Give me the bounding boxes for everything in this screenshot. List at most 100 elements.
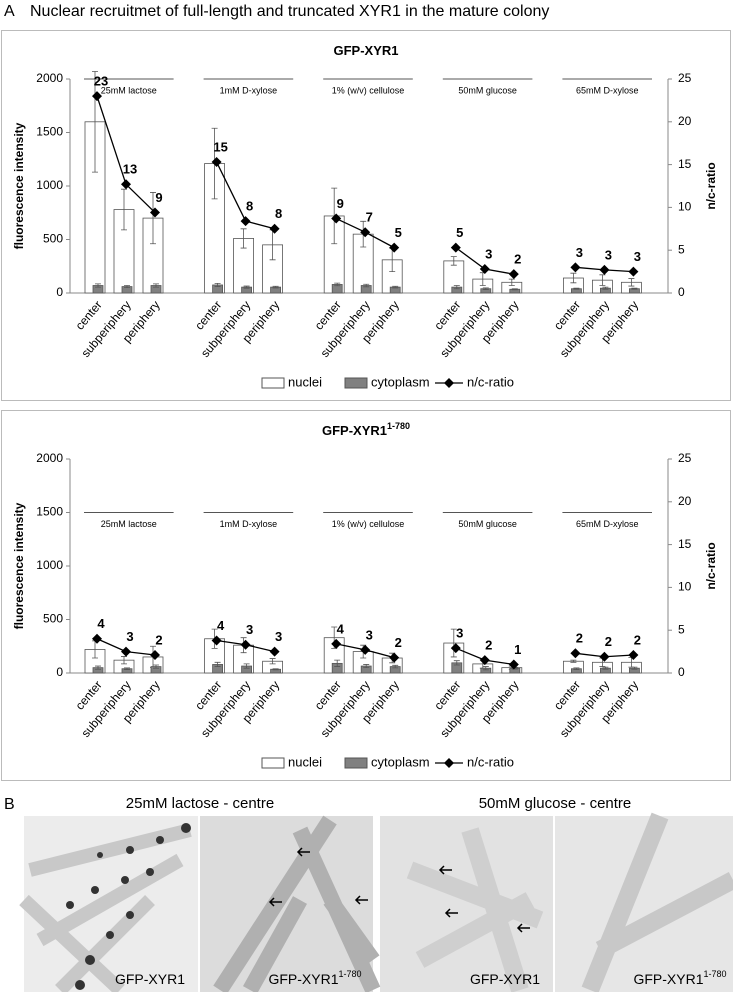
ratio-marker <box>92 91 102 102</box>
error-bar <box>570 659 577 663</box>
ratio-marker <box>479 264 490 275</box>
y-axis-label: fluorescence intensity <box>12 502 26 629</box>
hypha <box>581 812 733 992</box>
value-label: 2 <box>634 632 641 647</box>
value-label: 4 <box>337 621 345 636</box>
title-sup: 1-780 <box>387 421 410 431</box>
legend-label: n/c-ratio <box>467 754 514 769</box>
value-label: 3 <box>246 622 253 637</box>
value-label: 5 <box>456 225 463 240</box>
ratio-marker <box>360 644 371 655</box>
ratio-marker <box>331 213 342 224</box>
error-bar <box>240 228 247 249</box>
legend-label: cytoplasm <box>371 754 430 769</box>
y-tick-label: 2000 <box>36 71 63 85</box>
image-caption: GFP-XYR11-780 <box>633 969 726 986</box>
arrows <box>268 847 530 933</box>
error-bar <box>450 628 457 658</box>
legend-label: n/c-ratio <box>467 374 514 389</box>
ratio-marker <box>570 262 581 273</box>
error-bar <box>511 288 518 291</box>
error-bar <box>631 287 638 290</box>
value-label: 8 <box>275 206 282 221</box>
error-bar <box>269 658 276 665</box>
value-label: 3 <box>485 246 492 261</box>
value-label: 2 <box>485 638 492 653</box>
error-bar <box>392 664 399 669</box>
error-bar <box>602 666 609 670</box>
error-bar <box>602 286 609 290</box>
y2-tick-label: 25 <box>678 71 692 85</box>
y2-tick-label: 5 <box>678 622 685 636</box>
y2-tick-label: 15 <box>678 157 692 171</box>
error-bar <box>214 661 221 667</box>
value-label: 3 <box>275 629 282 644</box>
group-label: 1mM D-xylose <box>220 85 278 95</box>
ratio-marker <box>389 242 400 253</box>
value-label: 13 <box>123 162 137 177</box>
value-label: 1 <box>514 642 521 657</box>
y-tick-label: 1000 <box>36 178 63 192</box>
error-bar <box>95 283 101 288</box>
error-bar <box>363 283 370 288</box>
ratio-marker <box>331 638 342 649</box>
legend-swatch <box>261 377 285 389</box>
error-bar <box>243 663 250 669</box>
panel-label: A <box>4 3 15 20</box>
error-bar <box>631 666 638 670</box>
error-bar <box>153 664 159 669</box>
image-heading: 25mM lactose - centre <box>126 795 274 812</box>
ratio-marker <box>450 242 461 253</box>
value-label: 2 <box>155 632 162 647</box>
value-label: 3 <box>366 627 373 642</box>
y-tick-label: 500 <box>43 612 63 626</box>
error-bar <box>243 285 250 289</box>
legend-swatch <box>261 757 285 769</box>
title-text: GFP-XYR1 <box>322 423 387 438</box>
hypha <box>406 827 544 992</box>
y2-tick-label: 0 <box>678 285 685 299</box>
error-bar <box>573 667 580 670</box>
ratio-marker <box>508 659 519 670</box>
micrographs <box>19 812 733 992</box>
y-tick-label: 2000 <box>36 451 63 465</box>
image-caption: GFP-XYR1 <box>115 971 185 987</box>
ratio-marker <box>269 223 280 234</box>
value-label: 9 <box>337 196 344 211</box>
group-label: 1% (w/v) cellulose <box>332 519 405 529</box>
ratio-marker <box>121 179 131 190</box>
hypha <box>19 823 192 992</box>
legend-marker <box>444 378 454 388</box>
value-label: 4 <box>97 616 105 631</box>
ratio-marker <box>211 635 222 646</box>
error-bar <box>150 192 156 245</box>
error-bar <box>124 667 130 670</box>
y2-tick-label: 10 <box>678 580 692 594</box>
value-label: 3 <box>634 249 641 264</box>
value-label: 4 <box>217 618 225 633</box>
value-label: 9 <box>155 190 162 205</box>
value-label: 3 <box>576 245 583 260</box>
error-bar <box>450 256 457 266</box>
error-bar <box>95 665 101 670</box>
legend-swatch <box>344 377 368 389</box>
error-bar <box>334 659 341 667</box>
legend-label: nuclei <box>288 754 322 769</box>
ratio-marker <box>121 646 131 657</box>
group-label: 1% (w/v) cellulose <box>332 85 405 95</box>
figure-title: Nuclear recruitmet of full-length and tr… <box>30 3 549 20</box>
value-label: 2 <box>395 635 402 650</box>
title-text: GFP-XYR1 <box>333 43 398 58</box>
y2-tick-label: 15 <box>678 537 692 551</box>
value-label: 3 <box>605 247 612 262</box>
y-tick-label: 0 <box>56 285 63 299</box>
ratio-marker <box>240 216 251 227</box>
y2-tick-label: 25 <box>678 451 692 465</box>
ratio-marker <box>450 643 461 654</box>
legend-label: nuclei <box>288 374 322 389</box>
error-bar <box>153 283 159 288</box>
value-label: 23 <box>94 74 108 89</box>
y2-axis-label: n/c-ratio <box>704 162 718 209</box>
error-bar <box>214 282 221 287</box>
